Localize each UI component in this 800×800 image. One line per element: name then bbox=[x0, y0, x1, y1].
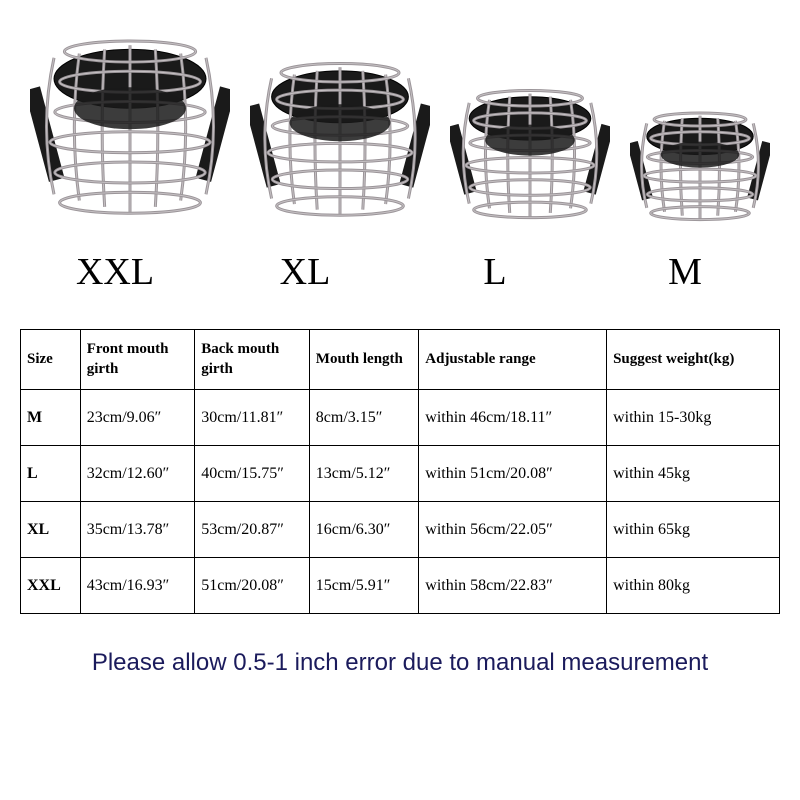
muzzle-image bbox=[450, 75, 610, 230]
cell-mouth: 15cm/5.91″ bbox=[309, 558, 418, 614]
muzzle-icon bbox=[630, 100, 770, 230]
table-row: L32cm/12.60″40cm/15.75″13cm/5.12″within … bbox=[21, 446, 780, 502]
muzzle-image bbox=[30, 20, 230, 230]
muzzle-icon bbox=[450, 75, 610, 230]
muzzle-icon bbox=[250, 45, 430, 230]
table-row: XL35cm/13.78″53cm/20.87″16cm/6.30″within… bbox=[21, 502, 780, 558]
product-images-row bbox=[0, 0, 800, 230]
cell-mouth: 16cm/6.30″ bbox=[309, 502, 418, 558]
size-table: Size Front mouth girth Back mouth girth … bbox=[20, 329, 780, 614]
cell-size: M bbox=[21, 390, 81, 446]
table-body: M23cm/9.06″30cm/11.81″8cm/3.15″within 46… bbox=[21, 390, 780, 614]
col-header-range: Adjustable range bbox=[419, 330, 607, 390]
cell-front: 32cm/12.60″ bbox=[80, 446, 195, 502]
muzzle-image bbox=[630, 100, 770, 230]
cell-range: within 51cm/20.08″ bbox=[419, 446, 607, 502]
cell-range: within 58cm/22.83″ bbox=[419, 558, 607, 614]
col-header-back: Back mouth girth bbox=[195, 330, 310, 390]
cell-mouth: 8cm/3.15″ bbox=[309, 390, 418, 446]
cell-front: 43cm/16.93″ bbox=[80, 558, 195, 614]
cell-weight: within 80kg bbox=[607, 558, 780, 614]
size-label-xl: XL bbox=[210, 250, 400, 294]
cell-range: within 46cm/18.11″ bbox=[419, 390, 607, 446]
footer-note: Please allow 0.5-1 inch error due to man… bbox=[0, 649, 800, 677]
cell-mouth: 13cm/5.12″ bbox=[309, 446, 418, 502]
table-header-row: Size Front mouth girth Back mouth girth … bbox=[21, 330, 780, 390]
size-label-l: L bbox=[400, 250, 590, 294]
muzzle-icon bbox=[30, 20, 230, 230]
cell-weight: within 15-30kg bbox=[607, 390, 780, 446]
cell-size: XL bbox=[21, 502, 81, 558]
cell-back: 40cm/15.75″ bbox=[195, 446, 310, 502]
size-label-xxl: XXL bbox=[20, 250, 210, 294]
cell-range: within 56cm/22.05″ bbox=[419, 502, 607, 558]
col-header-front: Front mouth girth bbox=[80, 330, 195, 390]
cell-back: 53cm/20.87″ bbox=[195, 502, 310, 558]
col-header-size: Size bbox=[21, 330, 81, 390]
cell-back: 30cm/11.81″ bbox=[195, 390, 310, 446]
table-row: M23cm/9.06″30cm/11.81″8cm/3.15″within 46… bbox=[21, 390, 780, 446]
cell-front: 23cm/9.06″ bbox=[80, 390, 195, 446]
table-row: XXL43cm/16.93″51cm/20.08″15cm/5.91″withi… bbox=[21, 558, 780, 614]
cell-size: L bbox=[21, 446, 81, 502]
col-header-weight: Suggest weight(kg) bbox=[607, 330, 780, 390]
size-labels-row: XXL XL L M bbox=[0, 240, 800, 314]
cell-weight: within 45kg bbox=[607, 446, 780, 502]
size-label-m: M bbox=[590, 250, 780, 294]
cell-back: 51cm/20.08″ bbox=[195, 558, 310, 614]
cell-front: 35cm/13.78″ bbox=[80, 502, 195, 558]
col-header-mouth: Mouth length bbox=[309, 330, 418, 390]
cell-weight: within 65kg bbox=[607, 502, 780, 558]
muzzle-image bbox=[250, 45, 430, 230]
cell-size: XXL bbox=[21, 558, 81, 614]
